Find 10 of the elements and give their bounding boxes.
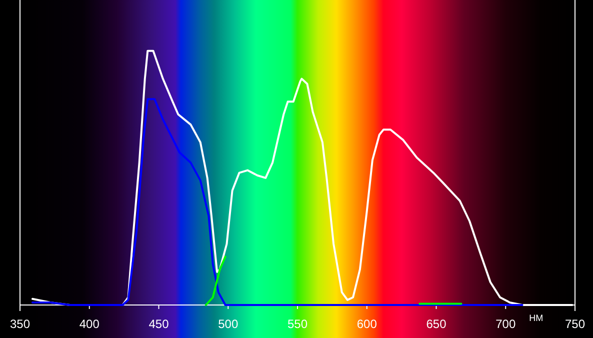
x-tick-label: 550 — [287, 317, 308, 331]
x-tick-label: 750 — [564, 317, 586, 331]
x-tick-label: 700 — [496, 317, 516, 331]
x-tick-label: 650 — [426, 317, 447, 331]
x-tick-label: 500 — [218, 317, 238, 331]
x-tick-label: 600 — [356, 317, 378, 331]
x-tick-label: 350 — [10, 317, 30, 331]
x-tick-label: 400 — [79, 317, 100, 331]
x-axis-title: НМ — [529, 313, 544, 323]
x-tick-label: 450 — [148, 317, 170, 331]
